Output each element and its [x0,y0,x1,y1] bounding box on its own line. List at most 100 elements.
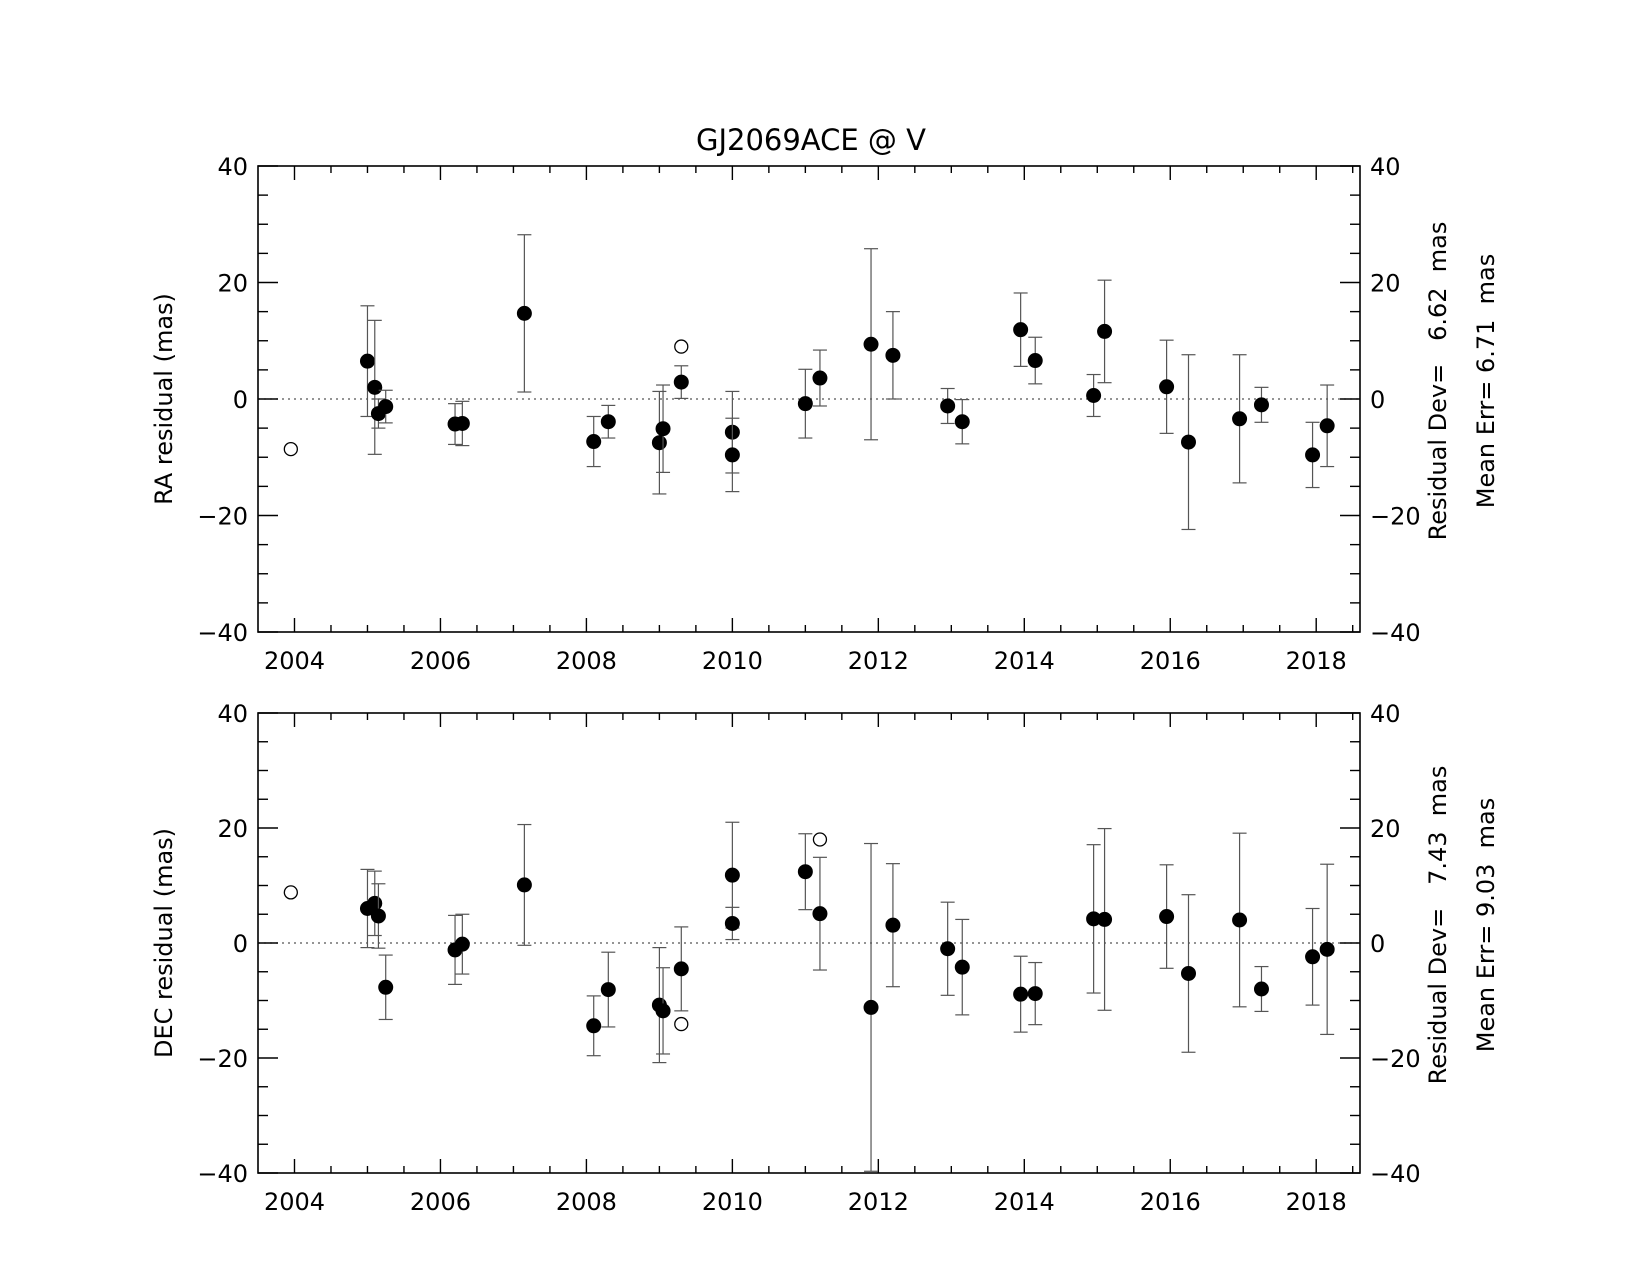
data-point [600,414,616,430]
y-tick-label-left: 40 [217,700,248,728]
data-point [1180,965,1196,981]
rejected-point [674,1016,689,1032]
x-tick-label: 2004 [264,1188,325,1216]
data-point [863,336,879,352]
x-tick-label: 2016 [1140,1188,1201,1216]
chart-title: GJ2069ACE @ V [696,123,926,157]
data-point [1180,434,1196,450]
y-tick-label-left: −20 [197,503,248,531]
y-tick-label-right: −40 [1370,619,1421,647]
data-point [655,421,671,437]
y-tick-label-right: 0 [1370,930,1385,958]
x-tick-label: 2018 [1286,1188,1347,1216]
x-tick-label: 2004 [264,647,325,675]
x-tick-label: 2008 [556,1188,617,1216]
data-point [724,915,740,931]
data-point [454,415,470,431]
data-point [1027,353,1043,369]
x-tick-label: 2016 [1140,647,1201,675]
residual-dev-text: Residual Dev= 7.43 mas [1424,766,1452,1085]
rejected-point [812,832,828,847]
data-point [370,908,386,924]
y-tick-label-left: −40 [197,619,248,647]
data-point [797,396,813,412]
data-point [516,305,532,321]
data-point [885,347,901,363]
y-tick-label-right: −40 [1370,1160,1421,1188]
x-tick-label: 2008 [556,647,617,675]
data-point [516,877,532,893]
x-tick-label: 2014 [994,647,1055,675]
y-tick-label-right: 20 [1370,270,1401,298]
y-tick-label-right: 40 [1370,700,1401,728]
data-point [1253,981,1269,997]
y-tick-label-right: −20 [1370,1045,1421,1073]
mean-err-text: Mean Err= 6.71 mas [1472,254,1500,509]
y-tick-label-left: −40 [197,1160,248,1188]
data-point [673,374,689,390]
data-point [940,941,956,957]
data-point [378,399,394,415]
y-tick-label-right: 0 [1370,386,1385,414]
y-tick-label-left: 20 [217,815,248,843]
y-tick-label-left: −20 [197,1045,248,1073]
y-tick-label-left: 0 [233,386,248,414]
data-point [797,864,813,880]
y-axis-label: RA residual (mas) [150,293,178,505]
y-axis-label: DEC residual (mas) [150,828,178,1058]
data-point [359,353,375,369]
y-tick-label-right: 40 [1370,153,1401,181]
y-tick-label-right: −20 [1370,503,1421,531]
data-point [673,961,689,977]
x-tick-label: 2006 [410,1188,471,1216]
x-tick-label: 2012 [848,1188,909,1216]
data-point [1232,411,1248,427]
data-point [1086,388,1102,404]
y-tick-label-right: 20 [1370,815,1401,843]
data-point [812,906,828,922]
data-point [1097,323,1113,339]
data-point [885,917,901,933]
data-point [812,370,828,386]
data-point [454,936,470,952]
x-tick-label: 2010 [702,647,763,675]
x-tick-label: 2014 [994,1188,1055,1216]
mean-err-text: Mean Err= 9.03 mas [1472,798,1500,1053]
rejected-point [283,441,298,457]
data-point [724,447,740,463]
x-tick-label: 2006 [410,647,471,675]
y-tick-label-left: 0 [233,930,248,958]
data-point [1305,447,1321,463]
x-tick-label: 2012 [848,647,909,675]
data-point [1013,322,1029,338]
data-point [600,982,616,998]
data-point [651,435,667,451]
x-tick-label: 2018 [1286,647,1347,675]
rejected-point [283,885,298,900]
data-point [1159,379,1175,395]
data-point [655,1003,671,1019]
residual-dev-text: Residual Dev= 6.62 mas [1424,222,1452,541]
x-tick-label: 2010 [702,1188,763,1216]
data-point [586,434,602,450]
data-point [724,867,740,883]
data-point [940,398,956,414]
y-tick-label-left: 20 [217,270,248,298]
data-point [954,959,970,975]
chart-panels: 2004 2006 2008 2010 2012 2014 2016 2018 40 40 20 20… [150,153,1500,1216]
data-point [367,379,383,395]
rejected-point [674,339,689,354]
data-point [1027,986,1043,1002]
data-point [1097,911,1113,927]
data-point [1159,909,1175,925]
data-point [1319,418,1335,434]
data-point [1305,949,1321,965]
data-point [1232,912,1248,928]
data-point [954,414,970,430]
data-point [367,895,383,911]
data-point [1319,941,1335,957]
data-point [863,999,879,1015]
panel-0: 2004 2006 2008 2010 2012 2014 2016 2018 40 40 20 20… [150,153,1500,675]
data-point [1013,986,1029,1002]
